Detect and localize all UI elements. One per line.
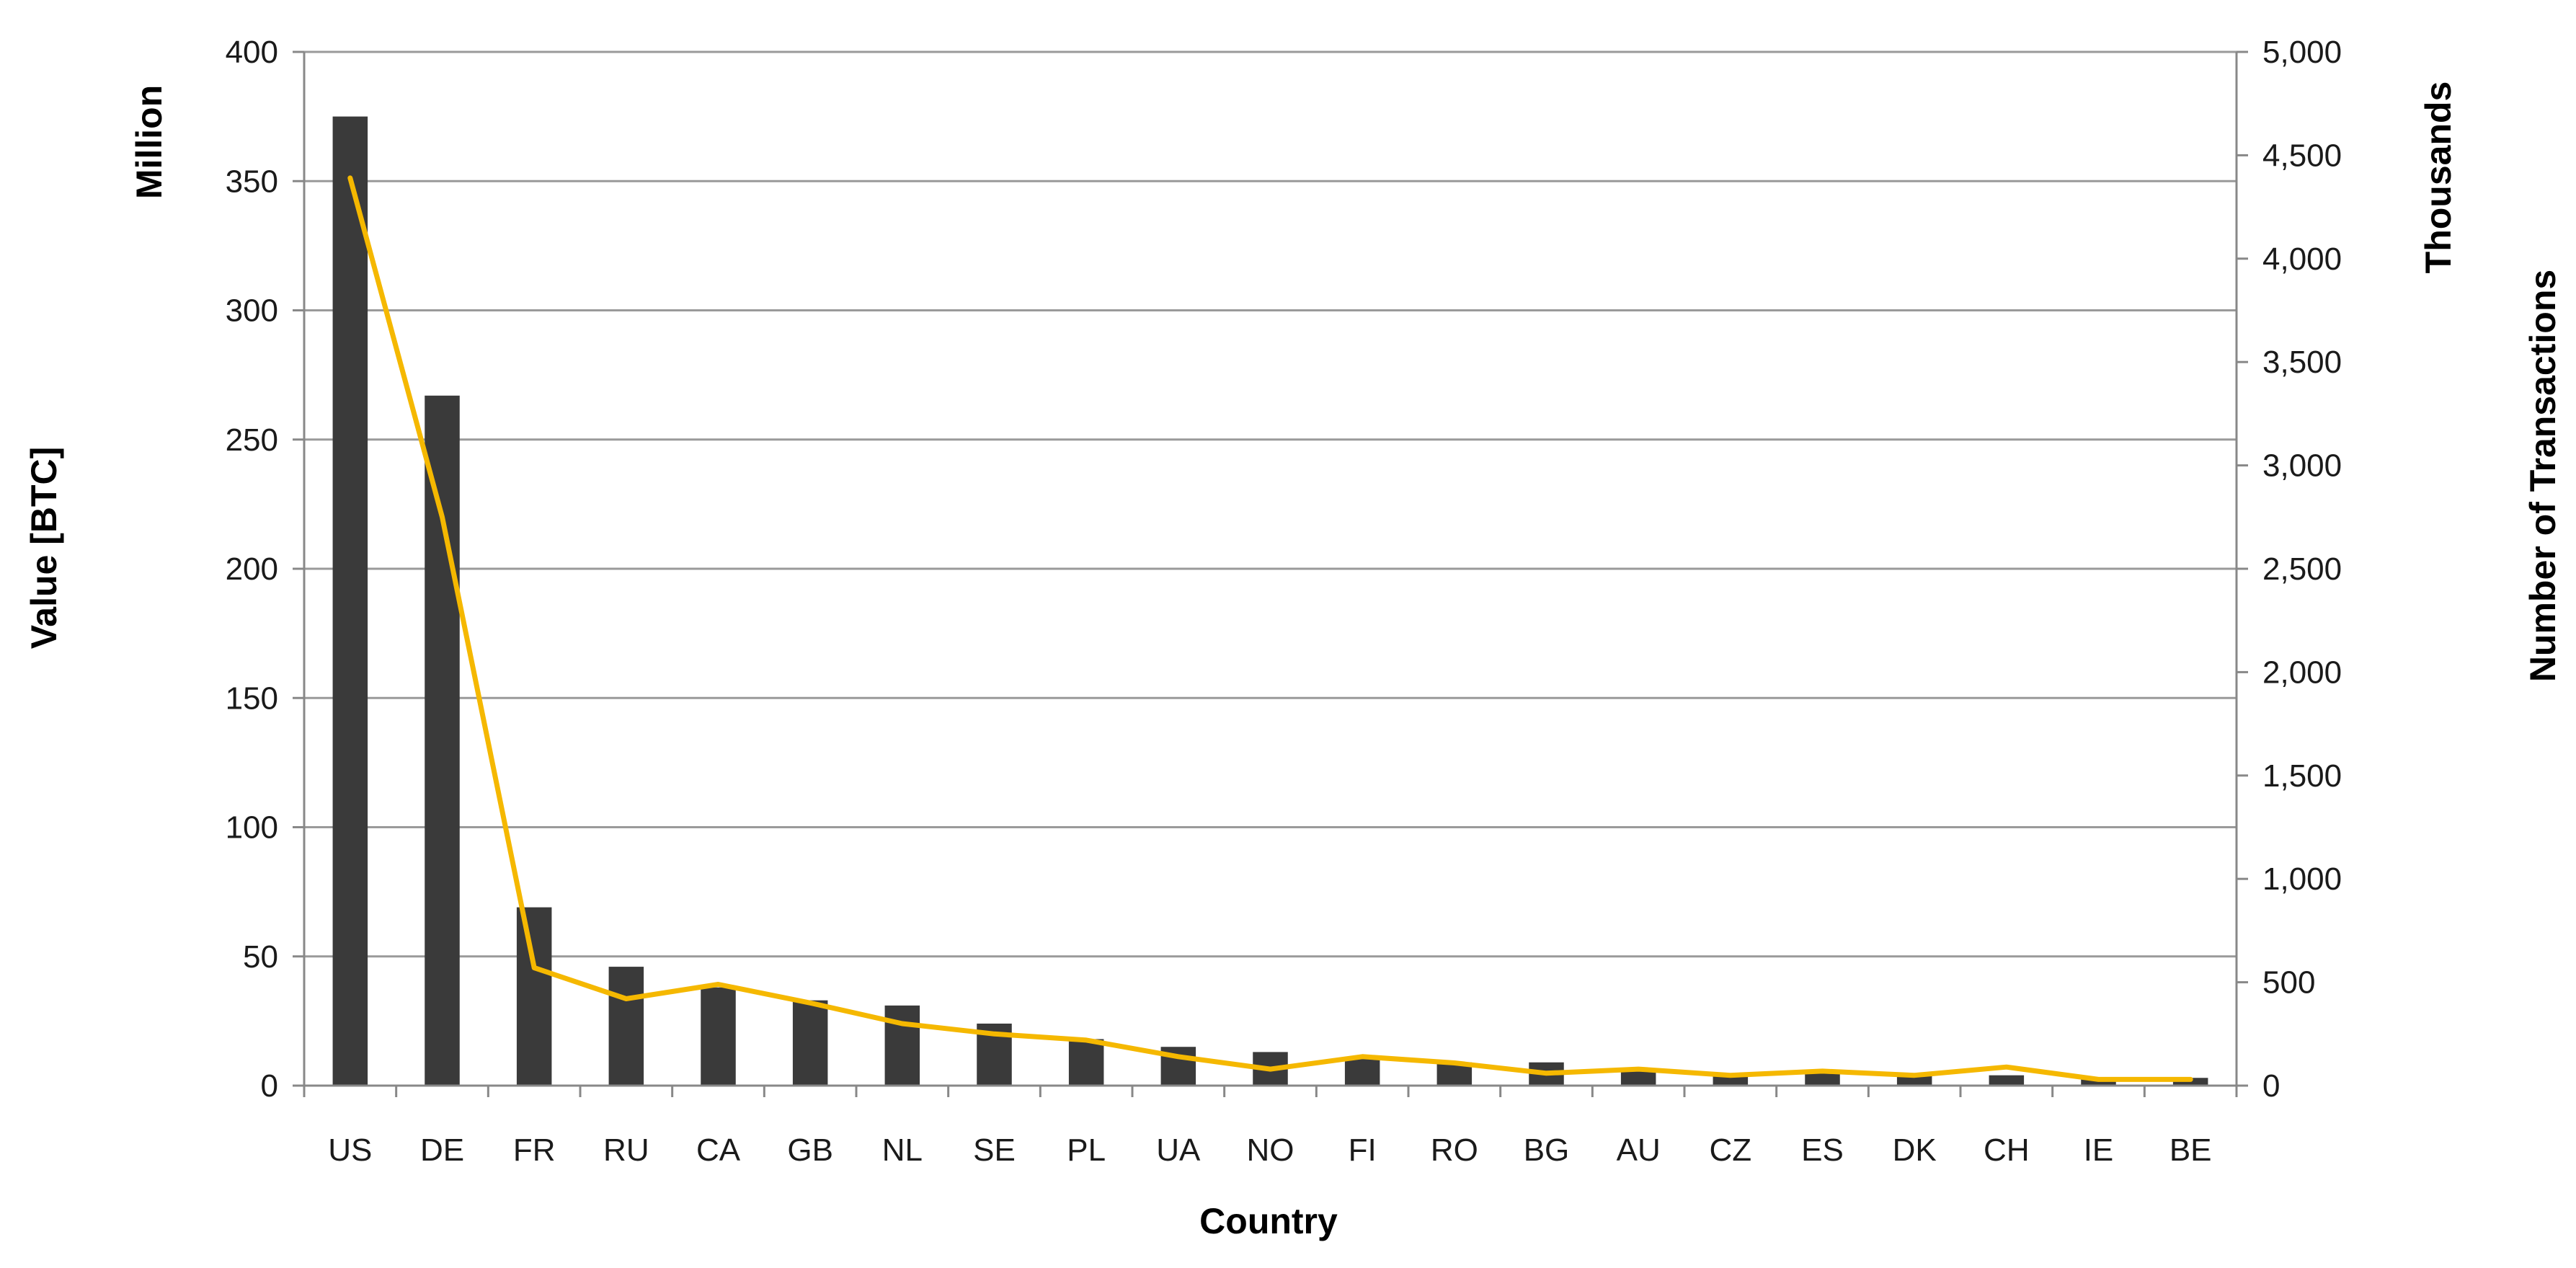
y-axis-tick-label: 150 (226, 680, 278, 716)
bar-nl (884, 1005, 920, 1086)
x-axis-tick-label: DK (1893, 1132, 1937, 1168)
x-axis-tick-label: PL (1067, 1132, 1106, 1168)
bar-ch (1989, 1075, 2025, 1086)
bar-series (332, 116, 2208, 1086)
y2-axis-tick-label: 1,000 (2262, 861, 2342, 897)
bar-pl (1068, 1039, 1104, 1086)
y2-axis-tick-label: 4,000 (2262, 241, 2342, 277)
x-axis-tick-label: FR (513, 1132, 556, 1168)
transactions-line (347, 175, 2193, 1082)
x-axis-tick-label: SE (973, 1132, 1016, 1168)
x-axis-title: Country (1199, 1201, 1338, 1241)
x-axis-tick-label: NO (1247, 1132, 1294, 1168)
bar-de (425, 395, 460, 1086)
x-axis-tick-label: IE (2084, 1132, 2114, 1168)
x-axis-tick-label: NL (882, 1132, 923, 1168)
y2-axis-title: Number of Transactions (2523, 270, 2563, 682)
x-axis-tick-label: UA (1156, 1132, 1201, 1168)
x-axis-tick-label: ES (1801, 1132, 1844, 1168)
y2-axis-tick-label: 3,500 (2262, 345, 2342, 380)
bar-cz (1713, 1075, 1749, 1086)
tick-labels: 0 50 100 150 200 250 300 350 400 0 500 1,000 1,500 2,… (226, 35, 2342, 1168)
bar-au (1620, 1070, 1656, 1086)
bar-es (1805, 1073, 1840, 1086)
bar-fr (516, 907, 552, 1086)
x-axis-tick-label: BE (2169, 1132, 2212, 1168)
y2-axis-tick-label: 0 (2262, 1068, 2280, 1104)
x-axis-tick-label: RO (1431, 1132, 1478, 1168)
x-axis-tick-label: BG (1524, 1132, 1570, 1168)
y-axis-title: Value [BTC] (24, 447, 64, 649)
y2-axis-tick-label: 2,500 (2262, 551, 2342, 587)
x-axis-tick-label: AU (1617, 1132, 1661, 1168)
bar-ca (701, 987, 736, 1086)
y2-axis-tick-label: 4,500 (2262, 138, 2342, 173)
y2-axis-tick-label: 500 (2262, 965, 2315, 1001)
axes (293, 50, 2248, 1097)
gridlines (304, 50, 2237, 958)
x-axis-tick-label: DE (420, 1132, 464, 1168)
x-axis-tick-label: US (328, 1132, 372, 1168)
x-axis-tick-label: CH (1984, 1132, 2030, 1168)
y-axis-tick-label: 0 (261, 1068, 278, 1104)
y-axis-tick-label: 400 (226, 35, 278, 70)
y2-axis-tick-label: 1,500 (2262, 758, 2342, 794)
y2-axis-unit-label: Thousands (2418, 81, 2459, 274)
y-axis-tick-label: 100 (226, 810, 278, 846)
bar-dk (1896, 1075, 1932, 1086)
bar-ru (608, 967, 644, 1086)
y2-axis-tick-label: 5,000 (2262, 35, 2342, 70)
y2-axis-tick-label: 2,000 (2262, 655, 2342, 690)
x-axis-tick-label: FI (1349, 1132, 1377, 1168)
y-axis-tick-label: 250 (226, 422, 278, 458)
y-axis-tick-label: 300 (226, 293, 278, 329)
x-axis-tick-label: GB (787, 1132, 833, 1168)
x-axis-tick-label: CZ (1710, 1132, 1752, 1168)
y-axis-tick-label: 350 (226, 164, 278, 199)
y-axis-tick-label: 50 (243, 939, 278, 975)
y-axis-tick-label: 200 (226, 551, 278, 587)
bar-fi (1344, 1057, 1380, 1086)
x-axis-tick-label: RU (603, 1132, 649, 1168)
x-axis-tick-label: CA (696, 1132, 741, 1168)
bar-us (332, 116, 368, 1086)
y-axis-unit-label: Million (129, 85, 169, 199)
line-series (347, 175, 2193, 1082)
y2-axis-tick-label: 3,000 (2262, 448, 2342, 484)
bar-gb (792, 1000, 828, 1086)
